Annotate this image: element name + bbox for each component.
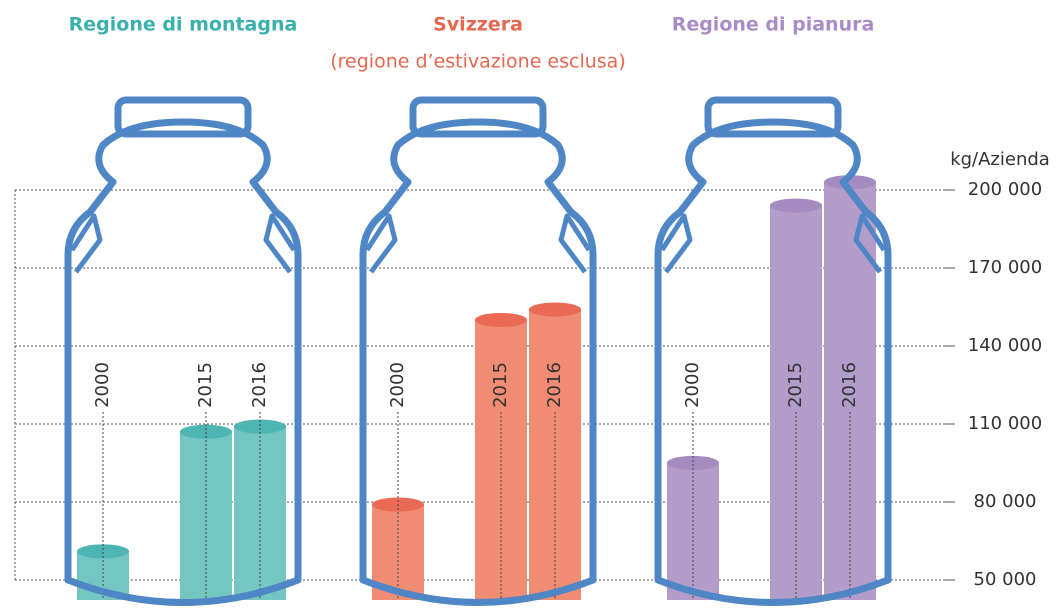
- bar: [770, 198, 822, 600]
- bar-top: [667, 456, 719, 470]
- y-tick-label: 200 000: [968, 179, 1042, 200]
- bar-top: [77, 544, 129, 559]
- bar-top: [180, 424, 232, 439]
- y-tick-label: 170 000: [968, 257, 1042, 278]
- series-label: 2016: [544, 362, 565, 408]
- can-body: [359, 118, 597, 606]
- can-body: [64, 118, 302, 606]
- series-label: 2000: [682, 362, 703, 408]
- can-body: [654, 118, 892, 606]
- category-title: Regione di montagna: [69, 14, 298, 36]
- y-tick-label: 140 000: [968, 335, 1042, 356]
- y-tick-label: 80 000: [974, 491, 1037, 512]
- can-handle: [114, 96, 252, 138]
- bar: [529, 302, 581, 600]
- bar-top: [234, 419, 286, 434]
- can-flap: [69, 213, 103, 274]
- bar: [824, 175, 876, 600]
- y-axis-label: kg/Azienda: [950, 149, 1050, 170]
- category-note: (regione d’estivazione esclusa): [330, 51, 626, 73]
- can-handle: [409, 96, 547, 138]
- can-flap: [364, 213, 398, 274]
- bar-top: [475, 313, 527, 327]
- series-label: 2000: [92, 362, 113, 408]
- can-flap: [853, 213, 887, 274]
- category-title: Svizzera: [433, 14, 523, 36]
- can-flap: [263, 213, 297, 274]
- series-label: 2000: [387, 362, 408, 408]
- y-tick-label: 110 000: [968, 413, 1042, 434]
- category-title: Regione di pianura: [672, 14, 875, 36]
- y-tick-label: 50 000: [974, 569, 1037, 590]
- can-flap: [558, 213, 592, 274]
- series-label: 2016: [249, 362, 270, 408]
- bar-top: [529, 302, 581, 317]
- bar-top: [824, 175, 876, 190]
- can-handle: [704, 96, 842, 138]
- series-label: 2015: [195, 362, 216, 408]
- can-flap: [659, 213, 693, 274]
- series-label: 2015: [785, 362, 806, 408]
- bar-top: [770, 198, 822, 213]
- series-label: 2016: [839, 362, 860, 408]
- series-label: 2015: [490, 362, 511, 408]
